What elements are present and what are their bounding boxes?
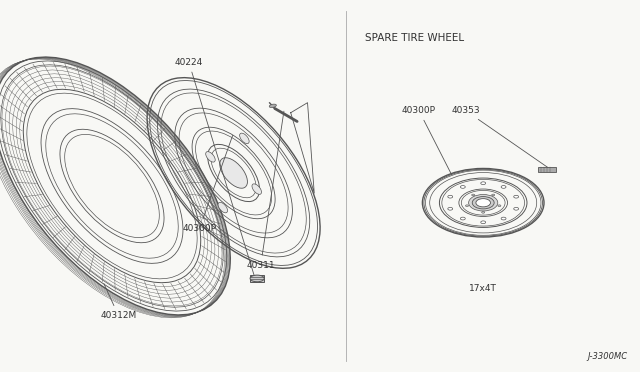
Ellipse shape: [468, 195, 498, 211]
Ellipse shape: [460, 186, 465, 188]
Ellipse shape: [448, 208, 452, 210]
Text: 40353: 40353: [451, 106, 548, 168]
Ellipse shape: [239, 133, 249, 144]
Ellipse shape: [481, 182, 486, 185]
Ellipse shape: [472, 196, 494, 209]
Ellipse shape: [269, 104, 276, 108]
Ellipse shape: [501, 186, 506, 188]
Ellipse shape: [514, 208, 518, 210]
Ellipse shape: [514, 195, 518, 198]
FancyBboxPatch shape: [538, 167, 556, 172]
Ellipse shape: [492, 194, 495, 196]
Ellipse shape: [465, 205, 468, 206]
Text: 40224: 40224: [175, 58, 256, 282]
Ellipse shape: [205, 152, 215, 162]
Text: 40300P: 40300P: [402, 106, 452, 174]
Ellipse shape: [460, 217, 465, 220]
Ellipse shape: [220, 158, 248, 188]
Text: 40300P: 40300P: [182, 135, 233, 233]
Ellipse shape: [448, 195, 452, 198]
Ellipse shape: [476, 199, 490, 207]
Text: J-3300MC: J-3300MC: [587, 352, 627, 361]
FancyBboxPatch shape: [250, 275, 264, 282]
Ellipse shape: [218, 202, 228, 213]
Text: 17x4T: 17x4T: [469, 284, 497, 293]
Ellipse shape: [472, 194, 475, 196]
Text: 40311: 40311: [246, 111, 284, 270]
Ellipse shape: [482, 211, 484, 213]
Ellipse shape: [252, 184, 262, 194]
Ellipse shape: [501, 217, 506, 220]
Ellipse shape: [250, 275, 264, 282]
Ellipse shape: [481, 221, 486, 224]
Text: 40312M: 40312M: [100, 283, 136, 320]
Ellipse shape: [498, 205, 501, 206]
Text: SPARE TIRE WHEEL: SPARE TIRE WHEEL: [365, 33, 464, 44]
